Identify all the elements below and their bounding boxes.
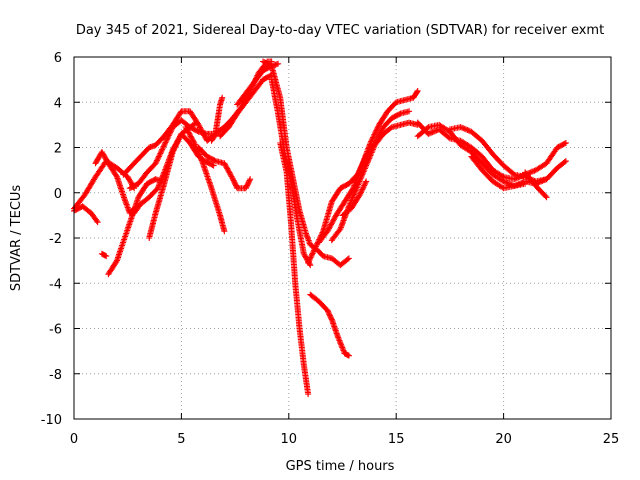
data-point-markers [92,149,138,217]
y-tick-label: -8 [49,368,62,383]
series-s13 [217,72,275,140]
series-s21 [315,87,421,246]
grid [74,57,611,419]
x-tick-label: 25 [603,432,620,447]
data-point-markers [307,291,352,359]
data-points [71,58,569,398]
series-s23 [339,178,370,219]
y-tick-label: 2 [54,142,62,157]
data-point-markers [217,72,275,140]
y-tick-label: -6 [49,323,62,338]
tick-labels: 0 5 10 15 20 25 -10 -8 -6 -4 -2 0 2 4 6 [41,51,620,447]
data-point-markers [339,178,370,219]
y-tick-label: -2 [49,232,62,247]
data-point-markers [105,176,166,278]
x-axis-label: GPS time / hours [286,459,395,474]
data-point-markers [195,144,254,192]
x-tick-label: 20 [495,432,512,447]
data-point-markers [212,94,226,135]
series-s3 [92,149,138,217]
x-tick-label: 15 [388,432,405,447]
series-s4 [98,250,110,260]
y-tick-label: -10 [41,413,62,428]
data-point-markers [522,169,550,201]
series-s18 [277,140,312,398]
series-s11 [195,144,254,192]
data-point-markers [315,87,421,246]
y-tick-label: 6 [54,51,62,66]
x-tick-label: 10 [281,432,298,447]
y-tick-label: -4 [49,277,62,292]
x-tick-label: 0 [70,432,78,447]
axis-ticks [73,56,612,420]
series-s5 [105,176,166,278]
data-point-markers [277,140,312,398]
data-point-markers [98,250,110,260]
y-axis-label: SDTVAR / TECUs [9,185,24,292]
series-s28 [522,169,550,201]
series-s19 [307,291,352,359]
y-tick-label: 0 [54,187,62,202]
y-tick-label: 4 [54,96,62,111]
chart-title: Day 345 of 2021, Sidereal Day-to-day VTE… [76,23,604,38]
x-tick-label: 5 [177,432,185,447]
series-s15 [212,94,226,135]
